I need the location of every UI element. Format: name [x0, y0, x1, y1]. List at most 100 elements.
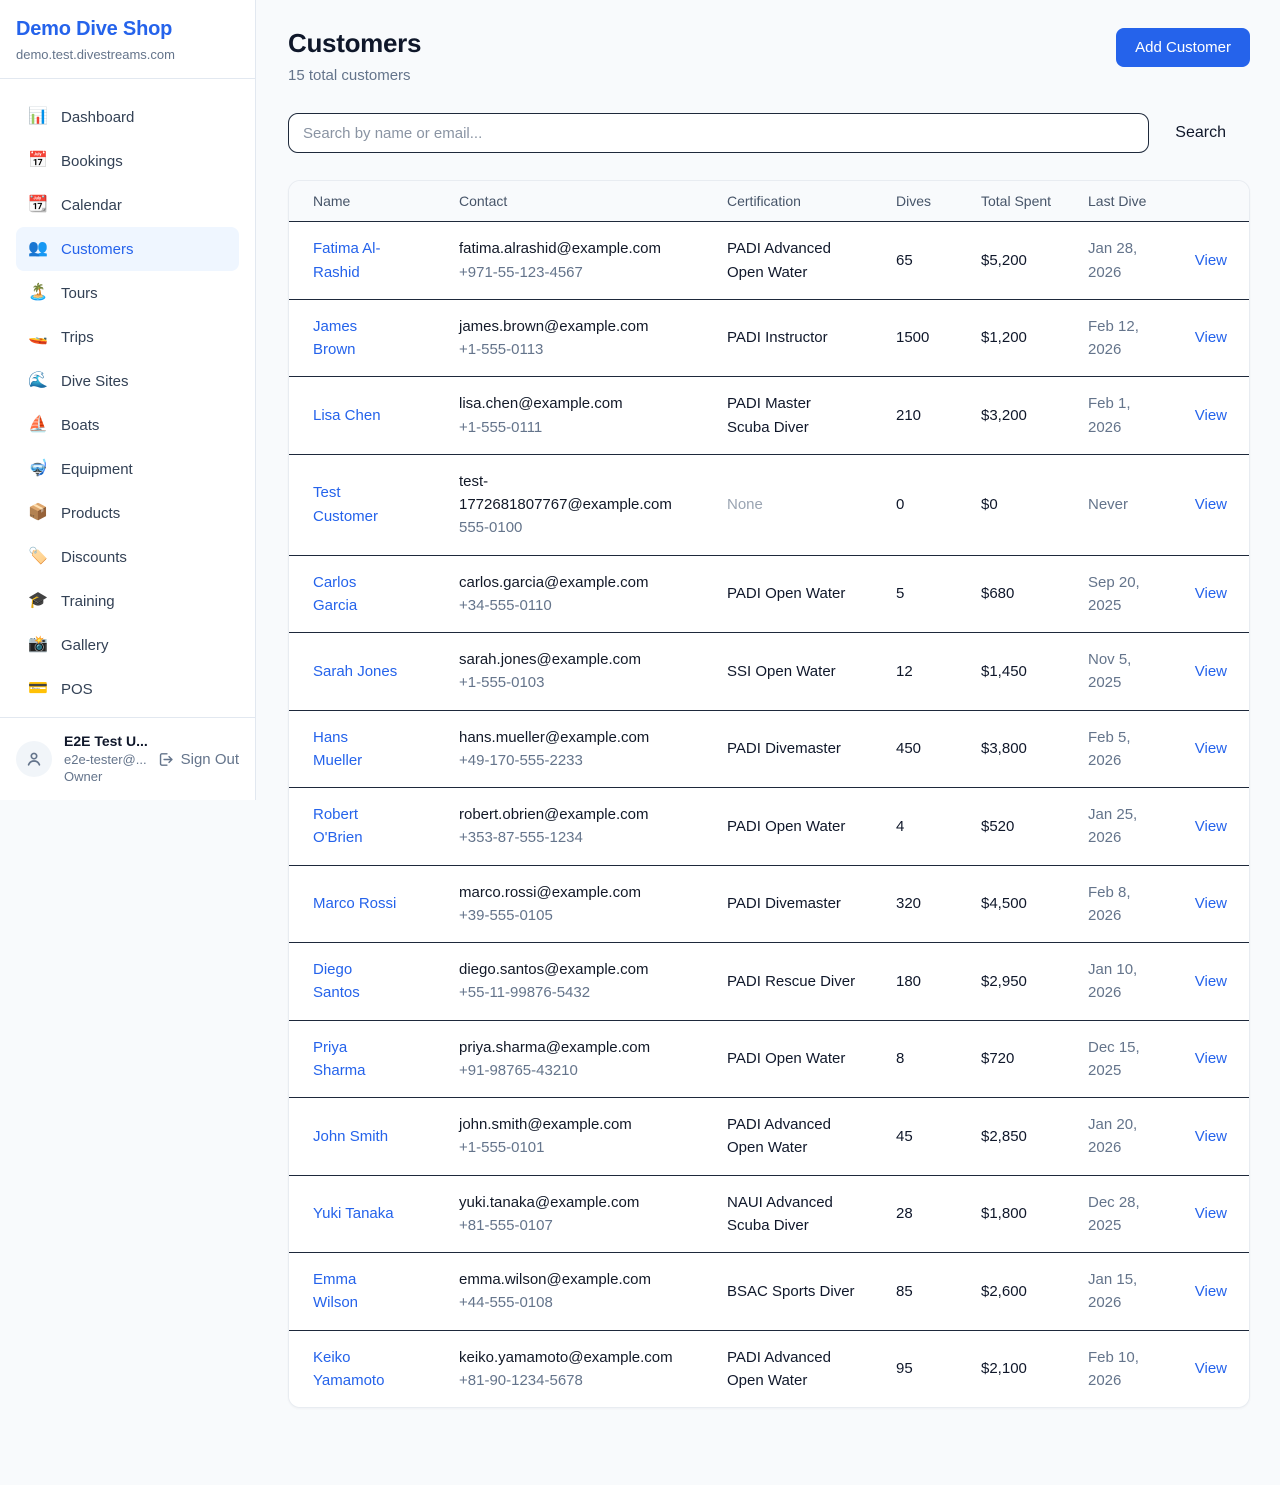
search-bar: Search — [288, 113, 1250, 153]
view-link[interactable]: View — [1194, 972, 1227, 990]
customer-name-link[interactable]: Test Customer — [313, 484, 379, 525]
customer-name-link[interactable]: Keiko Yamamoto — [313, 1348, 385, 1389]
customer-name-link[interactable]: Diego Santos — [313, 961, 360, 1002]
user-name: E2E Test U... — [64, 733, 148, 750]
customer-dives: 12 — [896, 662, 913, 680]
customer-dives: 5 — [896, 585, 905, 603]
customer-total-spent: $2,100 — [981, 1360, 1027, 1378]
view-link[interactable]: View — [1194, 1050, 1227, 1068]
sidebar-item-customers[interactable]: 👥 Customers — [16, 227, 239, 271]
sidebar-item-discounts[interactable]: 🏷️ Discounts — [16, 535, 239, 579]
table-row: Test Customer test-1772681807767@example… — [289, 454, 1249, 556]
sidebar-item-bookings[interactable]: 📅 Bookings — [16, 139, 239, 183]
table-row: Yuki Tanaka yuki.tanaka@example.com +81-… — [289, 1175, 1249, 1253]
customer-dives: 95 — [896, 1360, 913, 1378]
sidebar-item-boats[interactable]: ⛵ Boats — [16, 403, 239, 447]
search-input[interactable] — [288, 113, 1150, 153]
view-link[interactable]: View — [1194, 895, 1227, 913]
search-button[interactable]: Search — [1149, 124, 1250, 142]
sign-out-button[interactable]: Sign Out — [157, 751, 239, 768]
customer-last-dive: Jan 10, 2026 — [1088, 961, 1138, 1002]
customer-last-dive: Jan 15, 2026 — [1088, 1271, 1138, 1312]
customer-name-link[interactable]: Hans Mueller — [313, 728, 363, 769]
sidebar-item-label: Bookings — [61, 152, 123, 170]
customer-name-link[interactable]: Emma Wilson — [313, 1271, 359, 1312]
view-link[interactable]: View — [1194, 1205, 1227, 1223]
view-link[interactable]: View — [1194, 817, 1227, 835]
customer-last-dive: Never — [1088, 496, 1129, 514]
customer-phone: +81-90-1234-5678 — [459, 1371, 583, 1389]
customer-phone: +1-555-0101 — [459, 1139, 545, 1157]
sidebar-item-gallery[interactable]: 📸 Gallery — [16, 623, 239, 667]
customer-last-dive: Jan 25, 2026 — [1088, 806, 1138, 847]
view-link[interactable]: View — [1194, 329, 1227, 347]
customer-last-dive: Feb 10, 2026 — [1088, 1348, 1139, 1389]
customer-name-link[interactable]: Marco Rossi — [313, 895, 397, 913]
view-link[interactable]: View — [1194, 496, 1227, 514]
view-link[interactable]: View — [1194, 740, 1227, 758]
customer-last-dive: Jan 20, 2026 — [1088, 1116, 1138, 1157]
sidebar-item-training[interactable]: 🎓 Training — [16, 579, 239, 623]
sidebar-item-calendar[interactable]: 📆 Calendar — [16, 183, 239, 227]
bookings-icon: 📅 — [28, 152, 48, 169]
customer-dives: 65 — [896, 251, 913, 269]
user-info: E2E Test U... e2e-tester@... Owner — [64, 732, 149, 786]
sidebar-item-pos[interactable]: 💳 POS — [16, 667, 239, 711]
table-row: Robert O'Brien robert.obrien@example.com… — [289, 787, 1249, 866]
view-link[interactable]: View — [1194, 1282, 1227, 1300]
user-email: e2e-tester@... — [64, 751, 147, 767]
sidebar-item-tours[interactable]: 🏝️ Tours — [16, 271, 239, 315]
sidebar-item-label: Products — [61, 504, 121, 522]
sidebar-nav: 📊 Dashboard 📅 Bookings 📆 Calendar 👥 Cust… — [0, 79, 255, 717]
customer-name-link[interactable]: Priya Sharma — [313, 1038, 366, 1079]
customer-email: lisa.chen@example.com — [459, 395, 623, 413]
brand-domain: demo.test.divestreams.com — [16, 47, 175, 62]
brand-title[interactable]: Demo Dive Shop — [16, 18, 173, 40]
sidebar-item-label: Training — [61, 592, 115, 610]
view-link[interactable]: View — [1194, 585, 1227, 603]
customer-certification: NAUI Advanced Scuba Diver — [727, 1193, 833, 1234]
customer-total-spent: $2,600 — [981, 1282, 1027, 1300]
customer-name-link[interactable]: Fatima Al-Rashid — [313, 240, 381, 281]
table-row: Priya Sharma priya.sharma@example.com +9… — [289, 1020, 1249, 1098]
add-customer-button[interactable]: Add Customer — [1116, 28, 1250, 67]
sign-out-label: Sign Out — [180, 750, 239, 768]
customer-dives: 320 — [896, 895, 922, 913]
customer-name-link[interactable]: Lisa Chen — [313, 406, 381, 424]
customer-certification: PADI Instructor — [727, 329, 828, 347]
view-link[interactable]: View — [1194, 1127, 1227, 1145]
customer-name-link[interactable]: Carlos Garcia — [313, 573, 358, 614]
sidebar-item-label: Gallery — [61, 636, 109, 654]
customer-email: keiko.yamamoto@example.com — [459, 1348, 673, 1366]
sidebar-item-products[interactable]: 📦 Products — [16, 491, 239, 535]
view-link[interactable]: View — [1194, 662, 1227, 680]
sidebar-item-equipment[interactable]: 🤿 Equipment — [16, 447, 239, 491]
customer-email: james.brown@example.com — [459, 317, 649, 335]
view-link[interactable]: View — [1194, 406, 1227, 424]
customer-phone: +1-555-0113 — [459, 341, 544, 359]
customer-dives: 210 — [896, 406, 922, 424]
customer-certification: None — [727, 496, 763, 514]
customer-dives: 85 — [896, 1282, 913, 1300]
customer-phone: +91-98765-43210 — [459, 1061, 578, 1079]
tours-icon: 🏝️ — [28, 284, 48, 301]
view-link[interactable]: View — [1194, 1360, 1227, 1378]
customer-name-link[interactable]: Robert O'Brien — [313, 806, 363, 847]
sidebar-user-section: E2E Test U... e2e-tester@... Owner Sign … — [0, 717, 255, 800]
sidebar-item-trips[interactable]: 🚤 Trips — [16, 315, 239, 359]
customer-email: emma.wilson@example.com — [459, 1271, 651, 1289]
customer-name-link[interactable]: Sarah Jones — [313, 662, 398, 680]
customer-phone: +55-11-99876-5432 — [459, 984, 591, 1002]
customer-name-link[interactable]: James Brown — [313, 317, 358, 359]
column-header-contact: Contact — [459, 193, 508, 209]
customer-certification: PADI Advanced Open Water — [727, 1348, 831, 1389]
table-row: James Brown james.brown@example.com +1-5… — [289, 299, 1249, 377]
main-content: Customers 15 total customers Add Custome… — [256, 0, 1280, 1434]
customer-name-link[interactable]: John Smith — [313, 1127, 389, 1145]
customer-dives: 450 — [896, 740, 922, 758]
customer-email: john.smith@example.com — [459, 1116, 632, 1134]
customer-name-link[interactable]: Yuki Tanaka — [313, 1205, 394, 1223]
sidebar-item-dashboard[interactable]: 📊 Dashboard — [16, 95, 239, 139]
sidebar-item-dive-sites[interactable]: 🌊 Dive Sites — [16, 359, 239, 403]
view-link[interactable]: View — [1194, 251, 1227, 269]
